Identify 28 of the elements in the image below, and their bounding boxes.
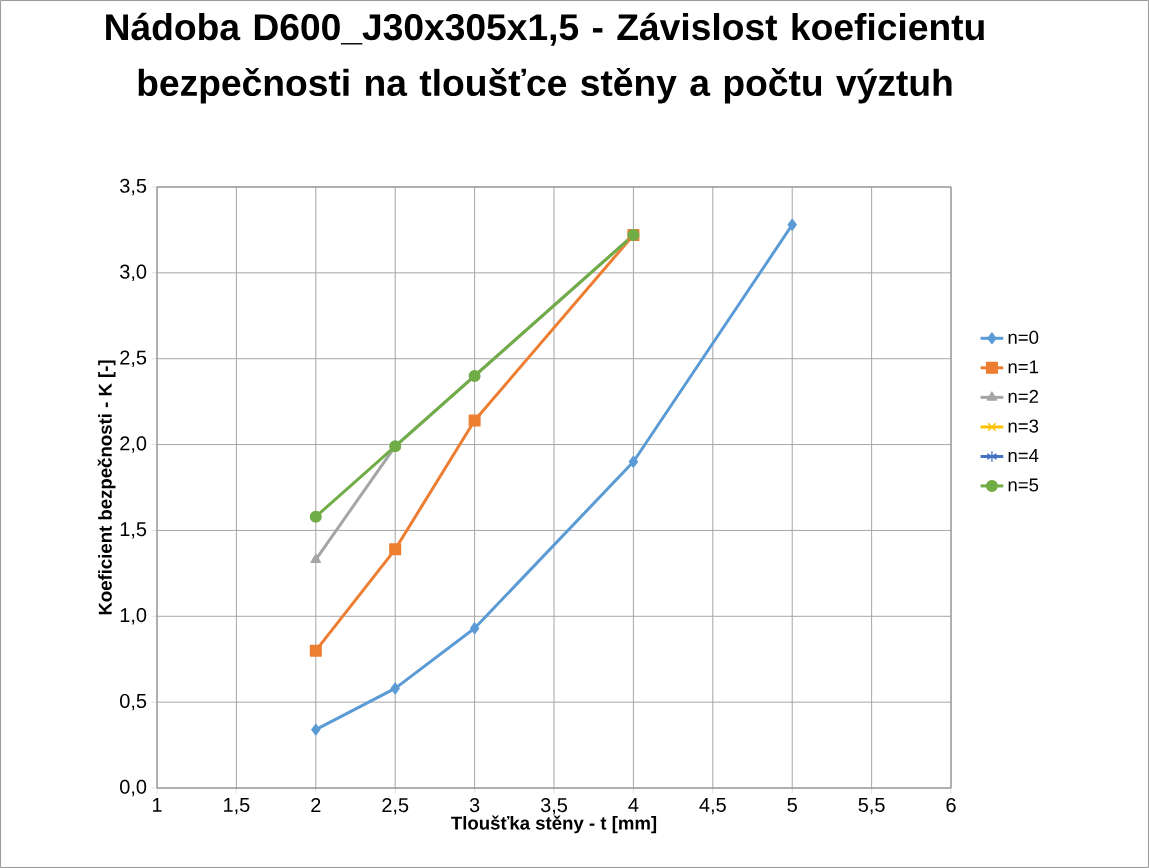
x-tick-label: 4	[628, 798, 639, 812]
x-tick-label: 2	[311, 798, 321, 812]
legend-label: n=1	[1008, 360, 1039, 374]
x-tick-label: 5	[787, 798, 797, 812]
x-tick-label: 6	[946, 798, 956, 813]
y-tick-label: 1,0	[120, 608, 147, 625]
y-axis-title: Koeficient bezpečnosti - K [-]	[97, 360, 116, 615]
y-tick-label: 0,5	[120, 693, 147, 711]
x-tick-label: 3,5	[540, 798, 568, 815]
y-tick-label: 2,0	[120, 436, 147, 453]
x-tick-label: 1,5	[224, 798, 250, 815]
y-tick-label: 3,5	[120, 178, 147, 196]
y-tick-label: 0,0	[120, 779, 147, 797]
x-tick-label: 1	[152, 798, 162, 812]
legend-label: n=2	[1008, 389, 1039, 403]
legend-label: n=4	[1008, 449, 1039, 462]
legend-label: n=0	[1008, 330, 1039, 344]
x-tick-label: 4,5	[699, 798, 726, 815]
x-axis-title: Tloušťka stěny - t [mm]	[451, 815, 657, 834]
y-tick-label: 2,5	[120, 350, 147, 367]
y-tick-label: 1,5	[120, 522, 147, 539]
legend-label: n=3	[1008, 419, 1039, 433]
y-tick-label: 3,0	[120, 264, 147, 282]
x-tick-label: 5,5	[858, 798, 885, 815]
legend-label: n=5	[1008, 478, 1039, 492]
x-tick-label: 3	[469, 798, 480, 813]
x-tick-label: 2,5	[382, 798, 409, 815]
chart-title: Nádoba D600_J30x305x1,5 - Závislost koeficientu bezpečnosti na tloušťce stěny a počtu výztuh	[106, 12, 984, 104]
